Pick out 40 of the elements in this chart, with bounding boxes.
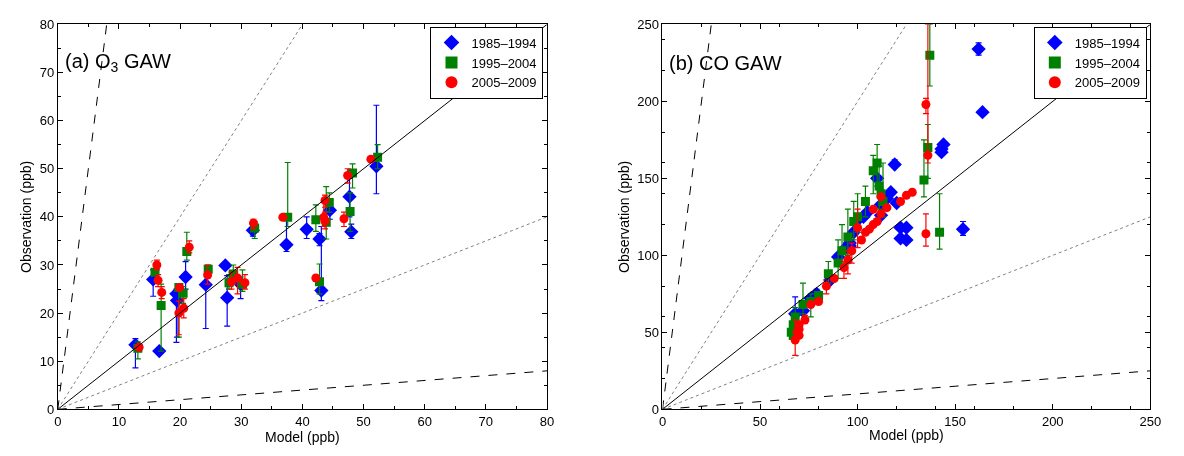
legend-label: 1985–1994 — [471, 35, 537, 51]
y-tick-label: 30 — [39, 257, 55, 273]
y-tick-label: 80 — [39, 16, 55, 32]
legend-label: 1995–2004 — [1074, 55, 1140, 71]
y-axis-title: Observation (ppb) — [18, 160, 35, 273]
text: (b) CO GAW — [669, 52, 782, 74]
x-tick-label: 100 — [846, 413, 869, 429]
x-tick-label: 50 — [752, 413, 768, 429]
y-tick-label: 0 — [651, 401, 659, 417]
legend-label: 2005–2009 — [471, 75, 537, 91]
x-tick-label: 80 — [539, 413, 555, 429]
y-tick-label: 150 — [637, 170, 659, 186]
y-tick-label: 200 — [637, 93, 659, 109]
y-tick-label: 10 — [39, 353, 55, 369]
x-tick-label: 250 — [1139, 413, 1162, 429]
x-axis-title: Model (ppb) — [869, 427, 944, 444]
x-tick-label: 30 — [234, 413, 249, 429]
legend-label: 1995–2004 — [471, 55, 537, 71]
y-tick-label: 0 — [46, 401, 55, 417]
x-tick-label: 10 — [111, 413, 127, 429]
x-tick-label: 150 — [944, 413, 967, 429]
y-tick-label: 250 — [637, 16, 659, 32]
y-tick-label: 100 — [637, 247, 659, 263]
y-tick-label: 50 — [644, 324, 659, 340]
x-tick-label: 40 — [295, 413, 310, 429]
x-tick-label: 60 — [417, 413, 432, 429]
legend-label: 1985–1994 — [1074, 35, 1140, 51]
x-tick-label: 50 — [356, 413, 371, 429]
y-tick-label: 50 — [39, 161, 55, 177]
text: (a) O$_{3}$ GAW — [65, 50, 172, 76]
y-tick-label: 20 — [39, 305, 55, 321]
y-tick-label: 70 — [39, 65, 55, 81]
x-tick-label: 20 — [172, 413, 188, 429]
y-axis-title: Observation (ppb) — [615, 160, 632, 273]
legend-label: 2005–2009 — [1074, 75, 1140, 91]
y-tick-label: 60 — [39, 113, 55, 129]
x-tick-label: 70 — [478, 413, 494, 429]
x-tick-label: 200 — [1041, 413, 1064, 429]
x-axis-title: Model (ppb) — [265, 428, 340, 445]
y-tick-label: 40 — [39, 209, 55, 225]
